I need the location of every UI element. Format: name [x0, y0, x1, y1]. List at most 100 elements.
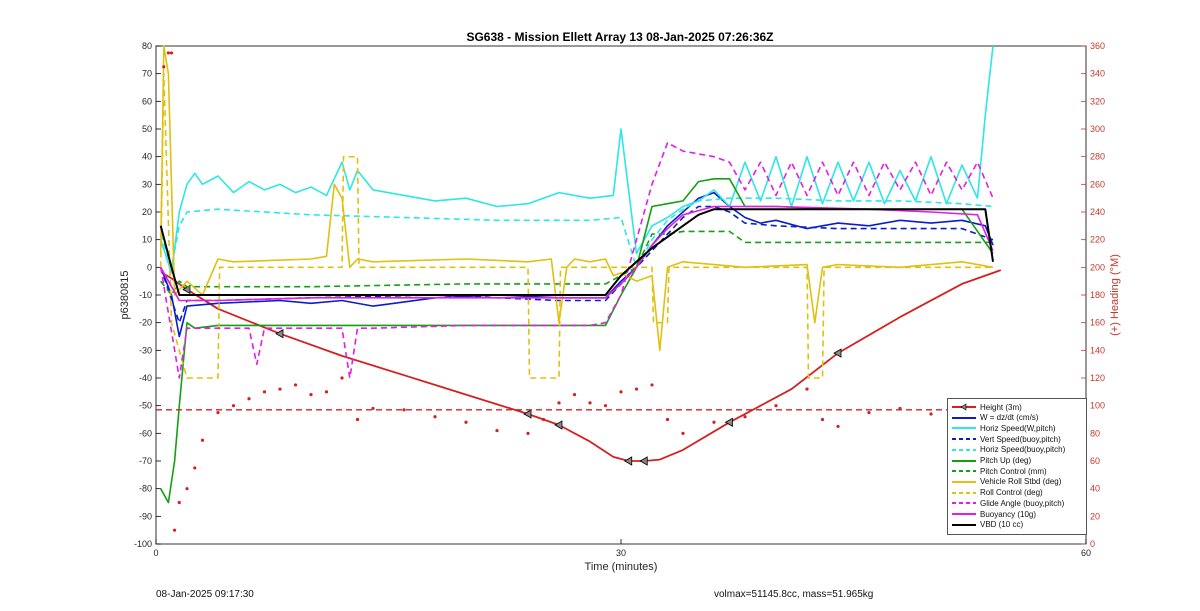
- chart-title: SG638 - Mission Ellett Array 13 08-Jan-2…: [466, 30, 773, 44]
- y-left-tick-label: 20: [142, 207, 152, 217]
- height-marker: [275, 329, 284, 339]
- series-line-w-dz-dt-cm-s: [159, 191, 994, 338]
- y-left-tick-label: -40: [139, 373, 152, 383]
- legend-swatch: [952, 459, 976, 462]
- y-right-tick-label: 220: [1090, 235, 1105, 245]
- y-left-tick-label: 60: [142, 96, 152, 106]
- heading-point: [433, 415, 437, 419]
- y-left-tick-label: -20: [139, 318, 152, 328]
- y-right-tick-label: 160: [1090, 318, 1105, 328]
- heading-point: [247, 397, 251, 401]
- heading-point: [619, 390, 623, 394]
- series-line-glide-angle-buoy-pitch: [159, 142, 994, 379]
- y-axis-label-right: (+) Heading (°M): [1109, 254, 1121, 336]
- y-left-tick-label: 70: [142, 69, 152, 79]
- legend-label: Pitch Control (mm): [980, 466, 1047, 476]
- heading-point: [929, 412, 933, 416]
- series-line-horiz-speed-buoy-pitch: [159, 197, 994, 269]
- series-line-horiz-speed-w-pitch: [159, 45, 994, 274]
- legend-swatch: [952, 470, 976, 473]
- legend-item: W = dz/dt (cm/s): [951, 413, 1038, 423]
- heading-point: [572, 393, 577, 397]
- legend-item: Pitch Up (deg): [951, 456, 1031, 466]
- y-left-tick-label: -100: [134, 539, 152, 549]
- heading-point: [712, 420, 716, 424]
- heading-point: [743, 415, 747, 419]
- heading-point: [805, 387, 809, 391]
- y-right-tick-label: 360: [1090, 41, 1105, 51]
- y-right-tick-label: 140: [1090, 345, 1105, 355]
- y-left-tick-label: -30: [139, 345, 152, 355]
- legend-label: Buoyancy (10g): [980, 509, 1037, 519]
- y-left-tick-label: 50: [142, 124, 152, 134]
- legend-item: Pitch Control (mm): [951, 466, 1047, 476]
- tick-layer: -100-90-80-70-60-50-40-30-20-10010203040…: [134, 41, 1105, 558]
- legend-item: Glide Angle (buoy,pitch): [951, 498, 1064, 508]
- legend-item: Horiz Speed(W,pitch): [951, 423, 1056, 433]
- legend-swatch: [952, 438, 976, 441]
- y-right-tick-label: 100: [1090, 401, 1105, 411]
- heading-point: [820, 417, 825, 422]
- height-marker: [639, 456, 648, 466]
- y-right-tick-label: 0: [1090, 539, 1095, 549]
- heading-point: [371, 406, 375, 411]
- legend-item: Buoyancy (10g): [951, 509, 1036, 519]
- heading-point: [193, 466, 197, 470]
- x-axis-label: Time (minutes): [585, 561, 658, 573]
- y-axis-label-left: p6380815: [119, 271, 131, 320]
- heading-point: [169, 51, 174, 55]
- legend-label: VBD (10 cc): [980, 520, 1024, 530]
- heading-point: [324, 390, 329, 394]
- y-left-tick-label: -50: [139, 401, 152, 411]
- heading-point: [200, 438, 205, 442]
- legend-label: Horiz Speed(W,pitch): [980, 423, 1056, 433]
- legend-swatch: [952, 427, 976, 430]
- heading-point: [526, 431, 530, 435]
- legend-item: Horiz Speed(buoy,pitch): [951, 445, 1065, 455]
- heading-point: [557, 401, 561, 405]
- legend-swatch: [952, 403, 976, 411]
- y-left-tick-label: -60: [139, 428, 152, 438]
- height-marker: [623, 456, 633, 466]
- heading-point: [898, 406, 902, 411]
- heading-point: [867, 410, 871, 415]
- y-left-tick-label: -80: [139, 484, 152, 494]
- y-left-tick-label: 80: [142, 41, 152, 51]
- legend-item: Vert Speed(buoy,pitch): [951, 434, 1061, 444]
- y-left-tick-label: -10: [139, 290, 152, 300]
- x-tick-label: 60: [1081, 548, 1091, 558]
- y-right-tick-label: 340: [1090, 69, 1105, 79]
- heading-point: [588, 401, 592, 405]
- series-line-height-3m: [161, 269, 1002, 462]
- y-right-tick-label: 200: [1090, 262, 1105, 272]
- series-line-vbd-10-cc: [159, 208, 994, 296]
- heading-point: [177, 500, 181, 505]
- y-left-tick-label: 40: [142, 152, 152, 162]
- height-marker: [554, 420, 563, 430]
- legend-item: Vehicle Roll Stbd (deg): [951, 477, 1061, 487]
- legend-swatch: [952, 448, 976, 451]
- heading-point: [603, 404, 608, 408]
- y-right-tick-label: 20: [1090, 511, 1100, 521]
- heading-point: [231, 404, 236, 408]
- height-marker: [833, 348, 842, 358]
- legend-label: Vert Speed(buoy,pitch): [980, 434, 1061, 444]
- y-left-tick-label: 0: [147, 262, 152, 272]
- heading-point: [774, 404, 778, 408]
- footer-timestamp: 08-Jan-2025 09:17:30: [156, 589, 254, 600]
- legend-label: Height (3m): [980, 402, 1022, 412]
- heading-point: [355, 417, 360, 422]
- y-right-tick-label: 240: [1090, 207, 1105, 217]
- y-right-tick-label: 120: [1090, 373, 1105, 383]
- heading-point: [278, 387, 282, 391]
- legend-swatch: [952, 480, 976, 483]
- heading-point: [173, 528, 177, 532]
- series-line-pitch-control-mm: [160, 230, 993, 296]
- heading-point: [836, 424, 840, 429]
- legend-item: Roll Control (deg): [951, 488, 1043, 498]
- y-right-tick-label: 80: [1090, 428, 1100, 438]
- heading-point: [665, 417, 670, 422]
- heading-point: [402, 408, 406, 412]
- heading-point: [293, 383, 298, 387]
